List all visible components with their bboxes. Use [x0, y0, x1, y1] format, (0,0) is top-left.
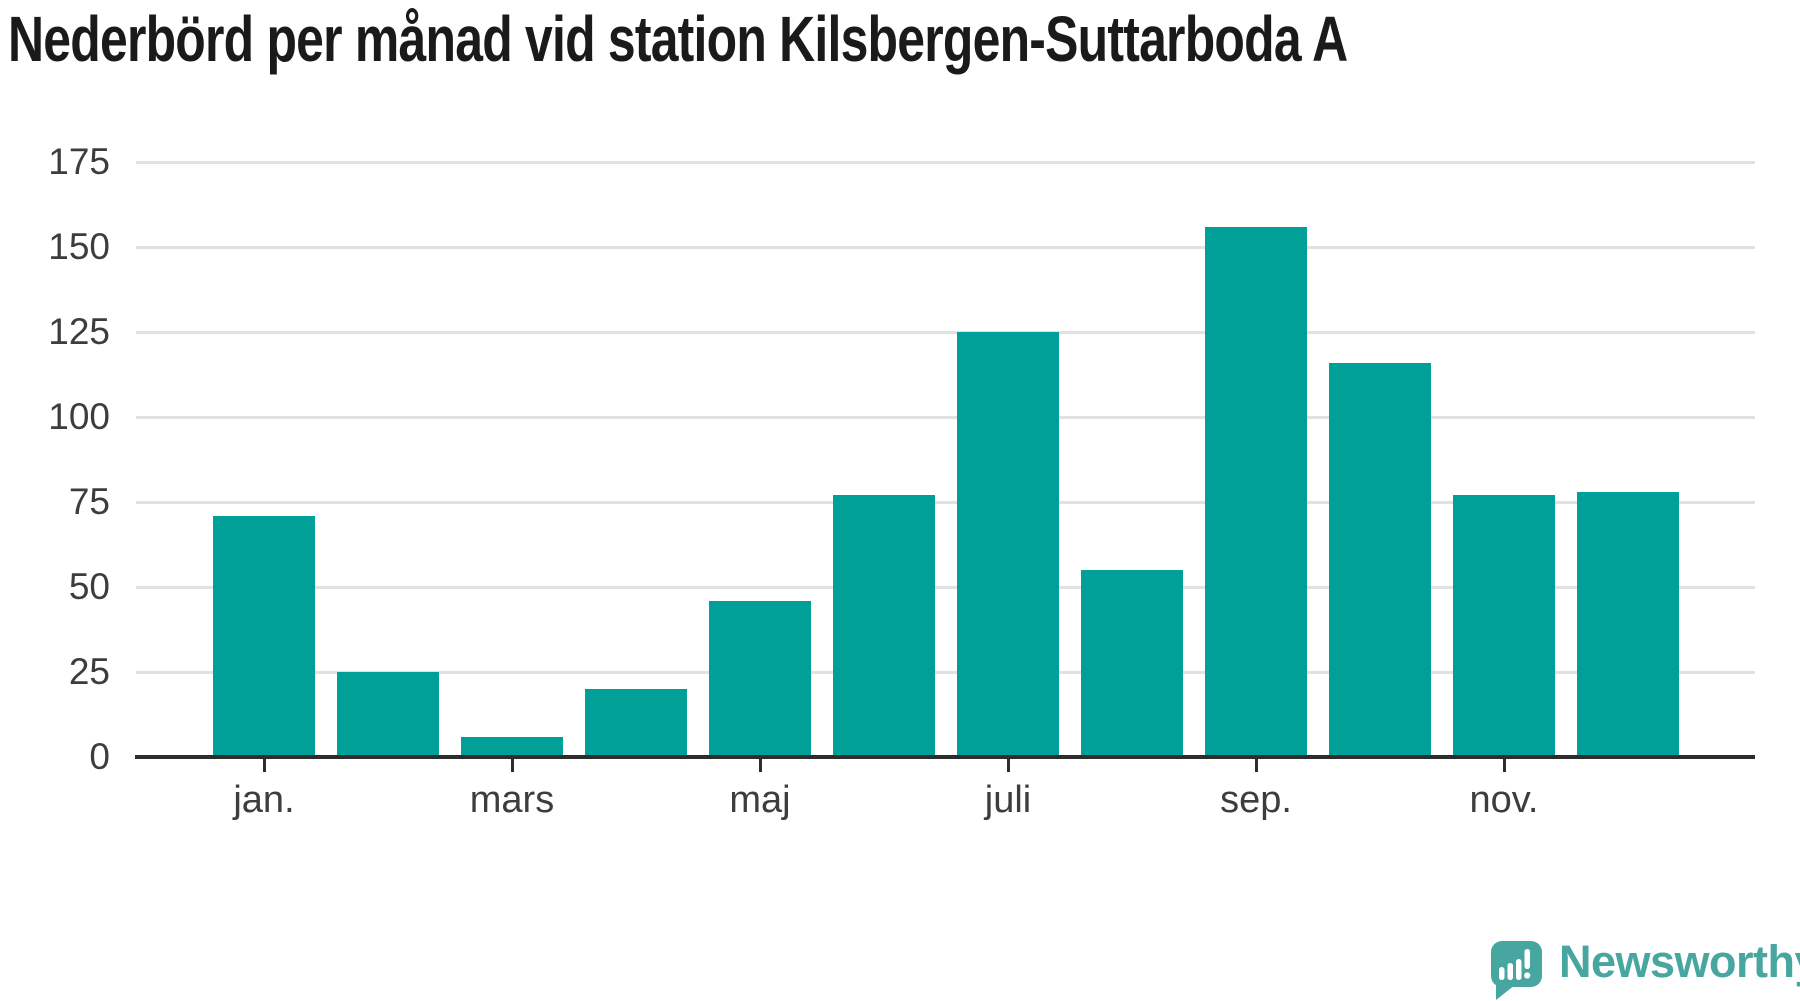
x-axis-tick-juli: [1006, 759, 1010, 772]
bar-maj: [709, 600, 811, 757]
x-axis-tick-maj: [758, 759, 762, 772]
gridline-125: [136, 330, 1755, 334]
gridline-100: [136, 415, 1755, 419]
bar-dec: [1577, 491, 1679, 757]
bar-okt: [1329, 362, 1431, 757]
y-tick-label-125: 125: [48, 311, 110, 352]
gridline-150: [136, 245, 1755, 249]
bar-juni: [833, 495, 935, 757]
x-axis-tick-sep: [1254, 759, 1258, 772]
bar-mars: [461, 736, 563, 757]
y-tick-label-50: 50: [68, 566, 110, 607]
x-axis-tick-jan: [262, 759, 266, 772]
x-tick-label-maj: maj: [729, 779, 791, 821]
y-tick-label-25: 25: [68, 651, 110, 692]
bar-nov: [1453, 495, 1555, 757]
bar-jan: [213, 515, 315, 757]
x-tick-label-sep: sep.: [1220, 779, 1292, 821]
x-tick-label-nov: nov.: [1469, 779, 1539, 821]
newsworthy-logo-text: Newsworthy: [1559, 936, 1800, 987]
x-tick-label-jan: jan.: [233, 779, 295, 821]
bar-apr: [585, 689, 687, 757]
x-tick-label-juli: juli: [984, 779, 1032, 821]
y-tick-label-75: 75: [68, 481, 110, 522]
bar-aug: [1081, 570, 1183, 757]
gridline-75: [136, 500, 1755, 504]
bar-sep: [1205, 226, 1307, 757]
bar-juli: [957, 332, 1059, 757]
newsworthy-logo: Newsworthy: [1491, 936, 1800, 1001]
gridline-25: [136, 670, 1755, 674]
bar-feb: [337, 672, 439, 757]
x-axis-tick-nov: [1502, 759, 1506, 772]
newsworthy-logo-icon: [1491, 941, 1542, 1000]
gridline-50: [136, 585, 1755, 589]
x-axis-line: [135, 755, 1755, 759]
x-tick-label-mars: mars: [469, 779, 555, 821]
y-tick-label-0: 0: [89, 736, 110, 777]
y-tick-label-175: 175: [48, 141, 110, 182]
y-tick-label-100: 100: [48, 396, 110, 437]
chart-title: Nederbörd per månad vid station Kilsberg…: [8, 3, 1348, 75]
gridline-175: [136, 160, 1755, 164]
y-tick-label-150: 150: [48, 226, 110, 267]
x-axis-tick-mars: [510, 759, 514, 772]
